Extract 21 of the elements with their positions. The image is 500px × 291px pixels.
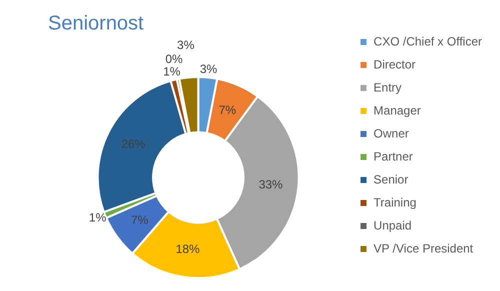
data-label: 0% — [165, 52, 184, 66]
data-label: 1% — [88, 210, 107, 224]
legend-label: Training — [374, 195, 416, 210]
data-label: 26% — [121, 136, 146, 151]
legend-label: Senior — [374, 172, 408, 186]
data-label: 33% — [258, 177, 284, 192]
data-label: 3% — [200, 62, 218, 76]
data-label: 7% — [218, 103, 236, 118]
legend-label: VP /Vice President — [374, 241, 474, 256]
chart-title: Seniornost — [48, 12, 144, 35]
legend-label: Partner — [374, 149, 413, 164]
data-label: 1% — [163, 64, 181, 79]
legend-label: Owner — [374, 126, 409, 140]
legend-label: CXO /Chief x Officer — [374, 34, 482, 48]
legend-label: Manager — [374, 103, 421, 118]
data-label: 3% — [177, 38, 195, 52]
legend-label: Unpaid — [374, 218, 412, 232]
data-label: 18% — [176, 242, 200, 256]
data-label: 7% — [130, 213, 149, 228]
legend-label: Entry — [374, 80, 402, 94]
legend-label: Director — [374, 57, 416, 72]
